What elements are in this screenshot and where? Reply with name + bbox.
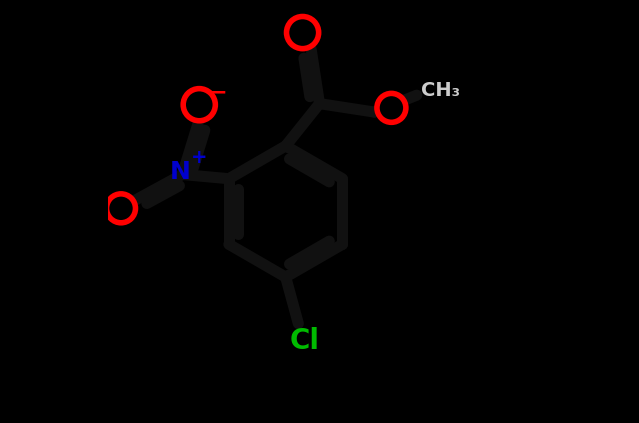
Text: CH₃: CH₃ (420, 82, 459, 100)
Circle shape (377, 93, 406, 122)
Circle shape (286, 16, 319, 49)
Text: −: − (209, 82, 227, 102)
Text: Cl: Cl (289, 327, 320, 354)
Text: N: N (170, 160, 190, 184)
Circle shape (107, 194, 135, 223)
Text: +: + (191, 148, 208, 167)
Circle shape (183, 89, 215, 121)
